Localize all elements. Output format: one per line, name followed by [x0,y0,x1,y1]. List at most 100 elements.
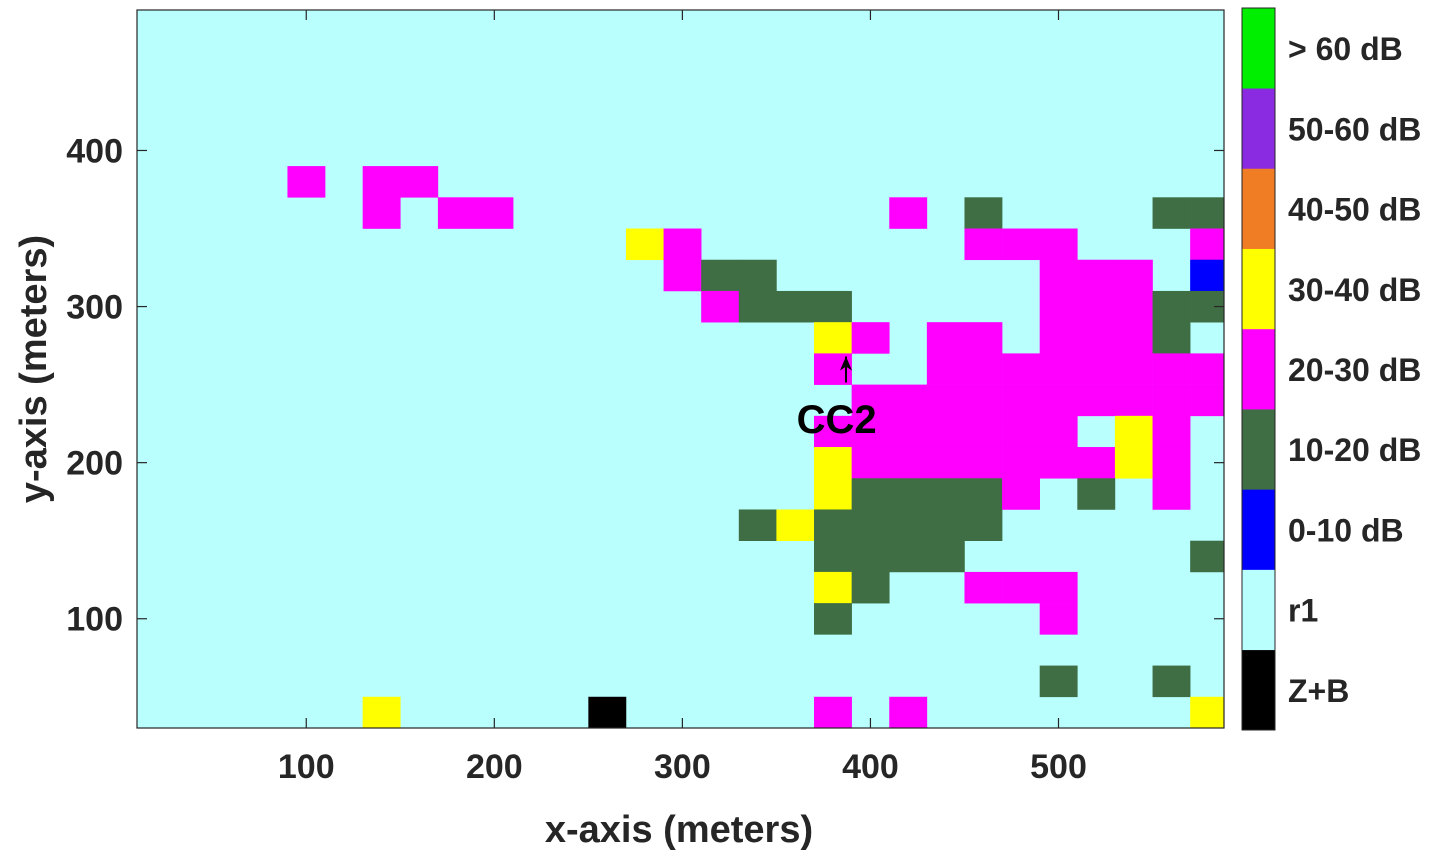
heatmap-cell [776,290,815,323]
heatmap-cell [400,166,439,198]
heatmap-cell [964,384,1003,417]
heatmap-cell [889,447,928,479]
y-tick-label: 300 [66,289,123,327]
heatmap-cell [1114,322,1153,354]
heatmap-cell [1077,447,1116,479]
colorbar-swatch [1242,489,1275,570]
heatmap-cell [926,478,965,510]
plot-area [136,9,1341,729]
heatmap-cell [851,322,890,354]
annotation-layer: CC2 [797,356,877,442]
heatmap-cell [889,696,928,728]
heatmap-cell [1039,322,1078,354]
heatmap-cell [926,540,965,573]
heatmap-cell [625,228,664,261]
heatmap-cell [1114,353,1153,385]
heatmap-cell [964,415,1003,448]
heatmap-cell [964,353,1003,385]
heatmap-cell [851,447,890,479]
heatmap-cell [287,166,326,198]
heatmap-cell [814,603,852,635]
heatmap-cell [889,478,928,510]
heatmap-cell [851,509,890,541]
heatmap-cell [851,415,890,448]
colorbar-swatch [1242,88,1275,169]
heatmap-cell [1152,197,1191,229]
heatmap-cell [1039,665,1078,698]
heatmap-cell [1152,290,1191,323]
heatmap-cell [964,228,1003,261]
heatmap-cell [1190,696,1224,728]
colorbar-label: 20-30 dB [1288,352,1421,388]
heatmap-cell [1002,384,1040,417]
heatmap-cell [1152,447,1191,479]
heatmap-cell [1039,603,1078,635]
y-tick-label: 200 [66,445,123,483]
colorbar-swatch [1242,8,1275,89]
heatmap-cell [1190,353,1224,385]
heatmap-cell [964,571,1003,604]
colorbar-swatch [1242,649,1275,731]
heatmap-cell [701,290,740,323]
heatmap-cell [1039,384,1078,417]
colorbar-swatch [1242,168,1275,249]
heatmap-cell [362,696,401,728]
x-tick-label: 100 [278,748,335,786]
heatmap-cell [1002,228,1040,261]
colorbar-label: 50-60 dB [1288,111,1421,147]
heatmap-cell [1114,447,1153,479]
heatmap-cell [889,540,928,573]
colorbar-label: > 60 dB [1288,31,1403,67]
heatmap-cell [926,384,965,417]
heatmap-cell [1190,197,1224,229]
heatmap-cell [1190,540,1224,573]
heatmap-cell [738,259,777,292]
heatmap-cell [1152,478,1191,510]
heatmap-cell [851,384,890,417]
heatmap-cell [1077,384,1116,417]
colorbar-swatch [1242,409,1275,490]
heatmap-cell [814,322,852,354]
plot-frame [136,9,1225,729]
heatmap-cell [964,478,1003,510]
heatmap-cell [1039,228,1078,261]
heatmap-cell [1114,290,1153,323]
heatmap-cell [889,415,928,448]
heatmap-cell [926,322,965,354]
heatmap-cell [1303,385,1341,417]
heatmap-cell [1077,353,1116,385]
heatmap-cell [1114,415,1153,448]
heatmap-cell [1077,478,1116,510]
heatmap-cell [701,259,740,292]
heatmap-cell [663,259,702,292]
heatmap-cell [964,322,1003,354]
heatmap-cell [814,509,852,541]
heatmap-cell [738,509,777,541]
colorbar-swatch [1242,569,1275,651]
colorbar-label: 10-20 dB [1288,432,1421,468]
heatmap-cell [1039,447,1078,479]
heatmap-cell [1190,259,1224,292]
colorbar-label: r1 [1288,593,1318,629]
heatmap-cell [1152,353,1191,385]
heatmap-cell [475,197,514,229]
heatmap-cell [814,478,852,510]
heatmap-cell [1002,478,1040,510]
heatmap-cell [362,197,401,229]
colorbar-label: 40-50 dB [1288,192,1421,228]
heatmap-cell [738,290,777,323]
heatmap-cell [851,478,890,510]
heatmap-cell [1114,384,1153,417]
heatmap-cell [814,696,852,728]
heatmap-cell [776,509,815,541]
heatmap-cell [1114,259,1153,292]
heatmap-cell [1152,665,1191,698]
heatmap-cell [1152,384,1191,417]
heatmap-cell [964,197,1003,229]
colorbar-label: Z+B [1288,673,1349,709]
colorbar-swatch [1242,328,1275,410]
heatmap-cell [1077,322,1116,354]
heatmap-cell [1190,384,1224,417]
heatmap-cell [588,696,627,728]
heatmap-cell [1039,290,1078,323]
